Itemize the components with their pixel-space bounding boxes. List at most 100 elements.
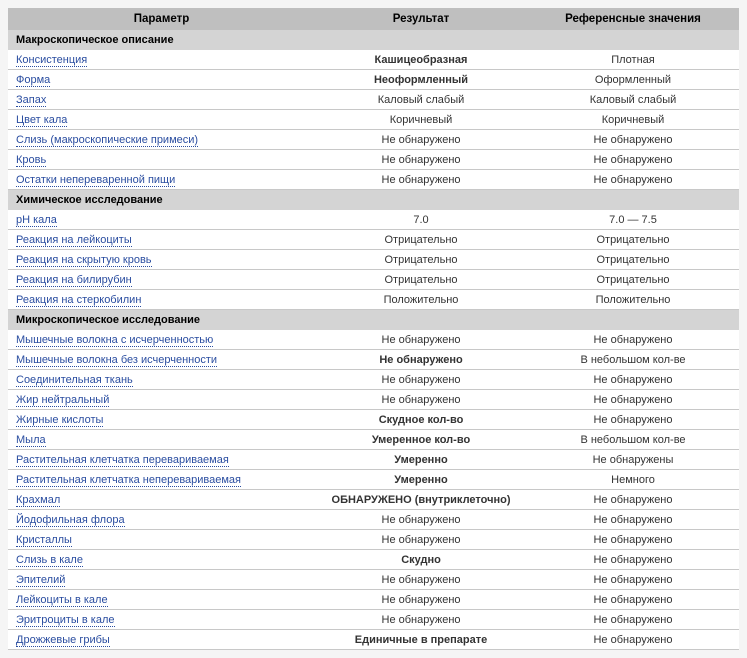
reference-cell: Не обнаружено [527, 170, 739, 190]
parameter-link[interactable]: Жир нейтральный [16, 394, 109, 407]
reference-cell: Не обнаружено [527, 370, 739, 390]
parameter-link[interactable]: Мыла [16, 434, 46, 447]
parameter-cell: Реакция на скрытую кровь [8, 250, 315, 270]
section-title: Микроскопическое исследование [8, 310, 739, 331]
parameter-cell: Слизь в кале [8, 550, 315, 570]
table-header-row: Параметр Результат Референсные значения [8, 8, 739, 30]
parameter-link[interactable]: Форма [16, 74, 50, 87]
reference-cell: Не обнаружено [527, 390, 739, 410]
table-row: Йодофильная флора Не обнаруженоНе обнаруж… [8, 510, 739, 530]
result-cell: Отрицательно [315, 270, 527, 290]
parameter-cell: Слизь (макроскопические примеси) [8, 130, 315, 150]
parameter-cell: Крахмал [8, 490, 315, 510]
parameter-cell: Кристаллы [8, 530, 315, 550]
lab-results-table: Параметр Результат Референсные значения … [8, 8, 739, 650]
result-cell: Отрицательно [315, 230, 527, 250]
parameter-link[interactable]: Реакция на лейкоциты [16, 234, 132, 247]
reference-cell: Не обнаружено [527, 530, 739, 550]
parameter-link[interactable]: Соединительная ткань [16, 374, 133, 387]
result-cell: ОБНАРУЖЕНО (внутриклеточно) [315, 490, 527, 510]
parameter-link[interactable]: Растительная клетчатка перевариваемая [16, 454, 229, 467]
parameter-link[interactable]: Консистенция [16, 54, 87, 67]
parameter-cell: Жирные кислоты [8, 410, 315, 430]
result-cell: Умеренно [315, 470, 527, 490]
parameter-cell: Запах [8, 90, 315, 110]
table-row: Мыла Умеренное кол-воВ небольшом кол-ве [8, 430, 739, 450]
reference-cell: Положительно [527, 290, 739, 310]
parameter-cell: Растительная клетчатка неперевариваемая [8, 470, 315, 490]
table-row: Растительная клетчатка неперевариваемая У… [8, 470, 739, 490]
reference-cell: Не обнаружено [527, 510, 739, 530]
parameter-cell: pH кала [8, 210, 315, 230]
parameter-link[interactable]: Дрожжевые грибы [16, 634, 110, 647]
parameter-link[interactable]: Кровь [16, 154, 46, 167]
reference-cell: Не обнаружено [527, 590, 739, 610]
table-row: Крахмал ОБНАРУЖЕНО (внутриклеточно)Не обн… [8, 490, 739, 510]
parameter-link[interactable]: Эритроциты в кале [16, 614, 115, 627]
result-cell: Скудно [315, 550, 527, 570]
table-row: Цвет калаКоричневыйКоричневый [8, 110, 739, 130]
parameter-link[interactable]: Мышечные волокна без исчерченности [16, 354, 217, 367]
reference-cell: 7.0 — 7.5 [527, 210, 739, 230]
parameter-cell: Реакция на билирубин [8, 270, 315, 290]
section-row: Микроскопическое исследование [8, 310, 739, 331]
result-cell: Положительно [315, 290, 527, 310]
result-cell: Не обнаружено [315, 390, 527, 410]
result-cell: Каловый слабый [315, 90, 527, 110]
table-row: Слизь (макроскопические примеси)Не обнар… [8, 130, 739, 150]
table-row: Реакция на скрытую кровь ОтрицательноОтри… [8, 250, 739, 270]
parameter-link[interactable]: Остатки непереваренной пищи [16, 174, 175, 187]
parameter-link[interactable]: Кристаллы [16, 534, 72, 547]
parameter-link[interactable]: Лейкоциты в кале [16, 594, 108, 607]
parameter-cell: Дрожжевые грибы [8, 630, 315, 650]
parameter-link[interactable]: Крахмал [16, 494, 60, 507]
parameter-cell: Эритроциты в кале [8, 610, 315, 630]
result-cell: Отрицательно [315, 250, 527, 270]
result-cell: Умеренное кол-во [315, 430, 527, 450]
parameter-link[interactable]: Эпителий [16, 574, 65, 587]
parameter-link[interactable]: Реакция на стеркобилин [16, 294, 141, 307]
reference-cell: Не обнаружены [527, 450, 739, 470]
parameter-cell: Реакция на стеркобилин [8, 290, 315, 310]
parameter-link[interactable]: Слизь (макроскопические примеси) [16, 134, 198, 147]
parameter-link[interactable]: Цвет кала [16, 114, 67, 127]
table-row: Жирные кислотыСкудное кол-воНе обнаружен… [8, 410, 739, 430]
parameter-cell: Эпителий [8, 570, 315, 590]
reference-cell: Отрицательно [527, 230, 739, 250]
parameter-link[interactable]: Жирные кислоты [16, 414, 103, 427]
table-row: pH кала 7.07.0 — 7.5 [8, 210, 739, 230]
reference-cell: Не обнаружено [527, 550, 739, 570]
result-cell: Не обнаружено [315, 170, 527, 190]
reference-cell: Не обнаружено [527, 490, 739, 510]
result-cell: 7.0 [315, 210, 527, 230]
parameter-cell: Лейкоциты в кале [8, 590, 315, 610]
parameter-cell: Йодофильная флора [8, 510, 315, 530]
reference-cell: Оформленный [527, 70, 739, 90]
reference-cell: Немного [527, 470, 739, 490]
result-cell: Не обнаружено [315, 530, 527, 550]
parameter-link[interactable]: Йодофильная флора [16, 514, 125, 527]
reference-cell: Отрицательно [527, 250, 739, 270]
result-cell: Не обнаружено [315, 610, 527, 630]
parameter-link[interactable]: Реакция на билирубин [16, 274, 132, 287]
parameter-link[interactable]: Мышечные волокна с исчерченностью [16, 334, 213, 347]
table-row: Жир нейтральный Не обнаруженоНе обнаружен… [8, 390, 739, 410]
result-cell: Умеренно [315, 450, 527, 470]
section-row: Химическое исследование [8, 190, 739, 211]
reference-cell: В небольшом кол-ве [527, 350, 739, 370]
result-cell: Не обнаружено [315, 510, 527, 530]
table-row: Слизь в кале СкудноНе обнаружено [8, 550, 739, 570]
table-row: Мышечные волокна с исчерченностьюНе обна… [8, 330, 739, 350]
parameter-link[interactable]: Запах [16, 94, 46, 107]
parameter-link[interactable]: Растительная клетчатка неперевариваемая [16, 474, 241, 487]
reference-cell: Плотная [527, 50, 739, 70]
table-row: Лейкоциты в калеНе обнаруженоНе обнаруже… [8, 590, 739, 610]
parameter-link[interactable]: Слизь в кале [16, 554, 83, 567]
parameter-link[interactable]: pH кала [16, 214, 57, 227]
section-title: Макроскопическое описание [8, 30, 739, 50]
result-cell: Не обнаружено [315, 370, 527, 390]
parameter-link[interactable]: Реакция на скрытую кровь [16, 254, 152, 267]
result-cell: Коричневый [315, 110, 527, 130]
parameter-cell: Мышечные волокна без исчерченности [8, 350, 315, 370]
reference-cell: В небольшом кол-ве [527, 430, 739, 450]
